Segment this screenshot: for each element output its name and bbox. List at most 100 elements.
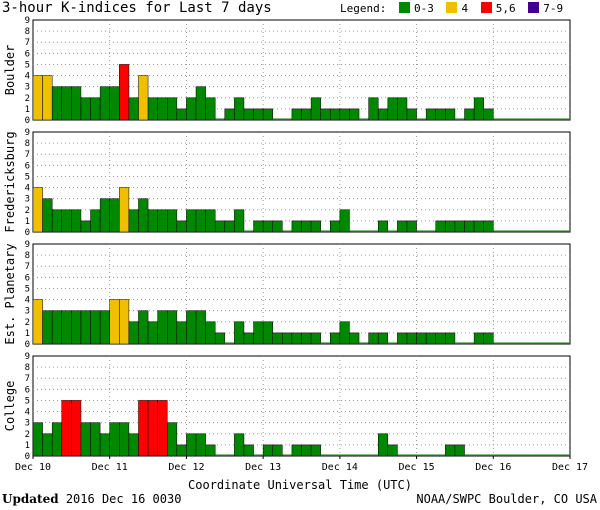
k-index-bar xyxy=(387,444,398,457)
y-tick-label: 3 xyxy=(25,83,30,93)
k-index-bar xyxy=(320,454,331,456)
k-index-bar xyxy=(368,97,379,121)
k-index-bar xyxy=(71,310,82,345)
k-index-bar xyxy=(387,97,398,121)
k-index-bar xyxy=(454,118,465,120)
k-index-bar xyxy=(493,118,503,120)
k-index-bar xyxy=(99,433,110,457)
k-index-bar xyxy=(195,86,206,121)
k-index-bar xyxy=(262,321,273,345)
y-tick-label: 6 xyxy=(25,273,30,283)
k-index-bar xyxy=(531,454,542,456)
k-index-bar xyxy=(71,86,82,121)
k-index-bar xyxy=(51,209,63,233)
k-index-bar xyxy=(42,198,53,233)
x-tick-label: Dec 15 xyxy=(399,462,435,473)
k-index-bar xyxy=(435,454,446,456)
k-index-bar xyxy=(214,220,226,233)
y-tick-label: 8 xyxy=(25,251,30,261)
k-index-bar xyxy=(493,230,503,232)
y-tick-label: 9 xyxy=(25,240,30,250)
k-index-bar xyxy=(42,433,53,457)
updated-label: Updated xyxy=(2,492,59,506)
k-index-bar xyxy=(541,454,551,456)
y-tick-label: 9 xyxy=(25,128,30,138)
k-index-bar xyxy=(253,321,264,345)
k-index-bar xyxy=(215,118,225,120)
k-index-bar xyxy=(119,187,130,233)
k-index-bar xyxy=(359,454,369,456)
k-index-bar xyxy=(51,310,63,345)
k-index-bar xyxy=(138,400,149,457)
k-index-bar xyxy=(195,433,206,457)
k-index-bar xyxy=(167,310,178,345)
k-index-bar xyxy=(339,209,350,233)
y-tick-label: 5 xyxy=(25,172,30,182)
k-index-bar xyxy=(99,310,110,345)
k-index-bar xyxy=(406,220,417,233)
k-index-bar xyxy=(176,108,187,121)
k-index-bar xyxy=(128,97,139,121)
station-label: Boulder xyxy=(3,45,17,96)
k-index-bar xyxy=(205,97,216,121)
k-index-bar xyxy=(425,332,436,345)
k-index-bar xyxy=(224,220,235,233)
legend-swatch-0-3 xyxy=(398,2,410,13)
k-index-bar xyxy=(90,422,101,457)
k-index-bar xyxy=(32,422,43,457)
legend-label: Legend: xyxy=(340,2,387,15)
k-index-bar xyxy=(32,75,43,121)
k-index-bar xyxy=(99,86,110,121)
k-index-bar xyxy=(445,108,456,121)
k-index-bar xyxy=(339,321,350,345)
k-index-bar xyxy=(397,97,408,121)
legend-item-5-6: 5,6 xyxy=(480,2,516,15)
k-index-bar xyxy=(157,209,168,233)
k-index-bar xyxy=(483,220,494,233)
k-index-bar xyxy=(157,400,168,457)
k-index-bar xyxy=(464,454,475,456)
k-index-bar xyxy=(560,342,570,344)
y-tick-label: 7 xyxy=(25,150,30,160)
k-index-bar xyxy=(195,310,206,345)
k-index-bar xyxy=(359,118,369,120)
k-index-bar xyxy=(387,230,398,232)
x-tick-label: Dec 14 xyxy=(322,462,358,473)
x-tick-label: Dec 10 xyxy=(15,462,51,473)
x-tick-label: Dec 13 xyxy=(245,462,281,473)
k-index-bar xyxy=(550,342,561,344)
k-index-bar xyxy=(291,332,302,345)
k-index-bar xyxy=(282,332,293,345)
k-index-bar xyxy=(272,332,283,345)
y-tick-label: 6 xyxy=(25,385,30,395)
k-index-bar xyxy=(214,332,226,345)
k-index-bar xyxy=(320,230,331,232)
k-index-bar xyxy=(377,108,389,121)
k-index-bar xyxy=(157,97,168,121)
k-index-bar xyxy=(186,97,197,121)
k-index-bar xyxy=(243,230,254,232)
k-index-bar xyxy=(531,230,542,232)
k-index-bar xyxy=(435,332,446,345)
legend-swatch-5-6 xyxy=(480,2,492,13)
k-index-bar xyxy=(262,220,273,233)
k-index-bar xyxy=(406,454,417,456)
legend-text-0-3: 0-3 xyxy=(413,2,434,15)
station-label: Est. Planetary xyxy=(3,243,17,344)
k-index-bar xyxy=(483,108,494,121)
k-index-bar xyxy=(301,108,312,121)
y-tick-label: 1 xyxy=(25,329,30,339)
y-tick-label: 5 xyxy=(25,60,30,70)
k-index-bar xyxy=(435,220,446,233)
k-index-bar xyxy=(349,454,360,456)
k-index-bar xyxy=(80,220,91,233)
k-index-bar xyxy=(119,64,130,121)
k-index-bar xyxy=(157,310,168,345)
y-tick-label: 6 xyxy=(25,49,30,59)
k-index-bar xyxy=(474,454,484,456)
k-index-bar xyxy=(128,321,139,345)
k-index-bar xyxy=(243,108,254,121)
y-tick-label: 2 xyxy=(25,206,30,216)
y-tick-label: 4 xyxy=(25,408,30,418)
k-index-bar xyxy=(205,444,216,457)
